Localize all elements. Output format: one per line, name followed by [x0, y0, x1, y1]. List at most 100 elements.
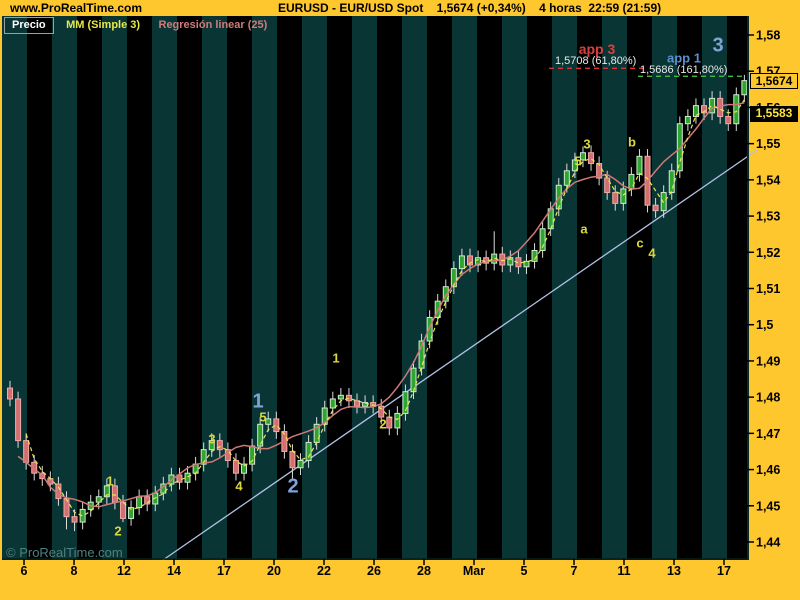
candle-down	[717, 97, 724, 117]
candle-down	[378, 405, 385, 418]
candle-up	[95, 496, 102, 503]
candle-down	[119, 501, 126, 519]
chart-legend: Precio MM (Simple 3) Regresión linear (2…	[4, 17, 268, 34]
x-axis-label[interactable]: 13	[667, 564, 681, 578]
y-axis-label[interactable]: 1,47	[756, 427, 780, 441]
y-axis-label[interactable]: 1,54	[756, 173, 780, 187]
candle-up	[297, 460, 304, 469]
x-axis-label[interactable]: 6	[21, 564, 28, 578]
legend-item-regresion-linear[interactable]: Regresión linear (25)	[158, 19, 268, 31]
x-axis-label[interactable]: 17	[717, 564, 731, 578]
x-axis-label[interactable]: 12	[117, 564, 131, 578]
candle-down	[55, 483, 62, 500]
candle-down	[273, 418, 280, 433]
title-bar: www.ProRealTime.com EURUSD - EUR/USD Spo…	[0, 0, 800, 16]
x-axis-label[interactable]: 11	[617, 564, 630, 578]
site-link[interactable]: www.ProRealTime.com	[10, 1, 143, 15]
watermark: © ProRealTime.com	[6, 545, 123, 560]
candle-up	[660, 192, 667, 212]
regression-line	[17, 102, 745, 508]
candle-up	[668, 170, 675, 194]
candle-down	[725, 115, 732, 125]
x-axis-label[interactable]: 22	[317, 564, 331, 578]
candle-down	[224, 449, 231, 462]
elliott-wave-label-2: 2	[114, 523, 122, 539]
candle-up	[200, 449, 207, 465]
candle-down	[144, 496, 151, 505]
fib-level-label-161-80: 1,5686 (161,80%)	[640, 64, 728, 76]
mm-simple-3-line	[25, 99, 745, 517]
candle-up	[362, 402, 369, 407]
x-axis-label[interactable]: 20	[267, 564, 281, 578]
candle-down	[701, 105, 708, 114]
x-axis-label[interactable]: 17	[217, 564, 231, 578]
candle-down	[15, 398, 22, 442]
candle-up	[337, 394, 344, 400]
candle-down	[345, 394, 352, 402]
x-axis-label[interactable]: 7	[571, 564, 578, 578]
annotation-app-1: app 1	[667, 50, 701, 66]
y-axis-label[interactable]: 1,51	[756, 282, 780, 296]
elliott-wave-label-b: b	[628, 134, 636, 150]
elliott-wave-label-5: 5	[574, 153, 582, 169]
elliott-wave-label-4: 4	[235, 478, 243, 494]
candle-up	[410, 367, 417, 393]
candle-up	[475, 257, 482, 266]
candle-up	[329, 398, 336, 409]
x-axis-label[interactable]: 8	[71, 564, 78, 578]
candle-up	[531, 249, 538, 262]
annotation-app-3: app 3	[578, 41, 616, 57]
elliott-wave-label-3: 3	[583, 136, 591, 152]
candle-up	[684, 115, 691, 125]
x-axis-label[interactable]: 28	[417, 564, 431, 578]
indicator-price-badge: 1,5583	[750, 106, 798, 122]
elliott-wave-label-2: 2	[379, 416, 387, 432]
candle-down	[232, 460, 239, 474]
chart-plot-area[interactable]	[2, 16, 748, 560]
fib-level-label-61-80: 1,5708 (61,80%)	[555, 55, 637, 67]
y-axis-label[interactable]: 1,48	[756, 391, 780, 405]
candle-up	[265, 418, 272, 425]
candle-up	[676, 123, 683, 172]
x-axis-label[interactable]: Mar	[463, 564, 485, 578]
y-axis-label[interactable]: 1,55	[756, 137, 780, 151]
elliott-wave-label-4: 4	[648, 245, 656, 261]
y-axis-label[interactable]: 1,49	[756, 354, 780, 368]
candle-up	[103, 485, 110, 498]
candle-down	[63, 498, 70, 518]
legend-item-mm-simple-3[interactable]: MM (Simple 3)	[66, 19, 141, 31]
candle-up	[507, 257, 514, 266]
candle-down	[604, 177, 611, 194]
elliott-wave-major-label-1: 1	[252, 390, 264, 413]
candle-up	[579, 152, 586, 161]
y-axis-label[interactable]: 1,5	[756, 318, 773, 332]
legend-item-precio[interactable]: Precio	[4, 17, 54, 34]
trendline	[162, 149, 758, 561]
x-axis-label[interactable]: 14	[167, 564, 181, 578]
y-axis-label[interactable]: 1,44	[756, 536, 780, 550]
candle-down	[466, 255, 473, 266]
x-axis-label[interactable]: 26	[367, 564, 381, 578]
candle-down	[23, 440, 30, 463]
candle-up	[79, 508, 86, 523]
candle-down	[612, 192, 619, 204]
candle-up	[539, 228, 546, 251]
elliott-wave-label-5: 5	[259, 409, 267, 425]
candle-up	[709, 97, 716, 114]
candle-down	[386, 416, 393, 429]
candle-up	[523, 260, 530, 268]
candle-down	[289, 450, 296, 469]
y-axis-label[interactable]: 1,52	[756, 246, 780, 260]
candle-up	[628, 173, 635, 190]
elliott-wave-major-label-2: 2	[287, 475, 299, 498]
y-axis-label[interactable]: 1,53	[756, 210, 780, 224]
y-axis-label[interactable]: 1,45	[756, 499, 780, 513]
y-axis-label[interactable]: 1,46	[756, 463, 780, 477]
candle-down	[7, 387, 13, 400]
elliott-wave-major-label-3: 3	[712, 34, 724, 57]
elliott-wave-label-3: 3	[208, 431, 216, 447]
chart-title: EURUSD - EUR/USD Spot 1,5674 (+0,34%) 4 …	[278, 1, 662, 15]
x-axis-label[interactable]: 5	[521, 564, 528, 578]
y-axis-label[interactable]: 1,58	[756, 29, 780, 43]
